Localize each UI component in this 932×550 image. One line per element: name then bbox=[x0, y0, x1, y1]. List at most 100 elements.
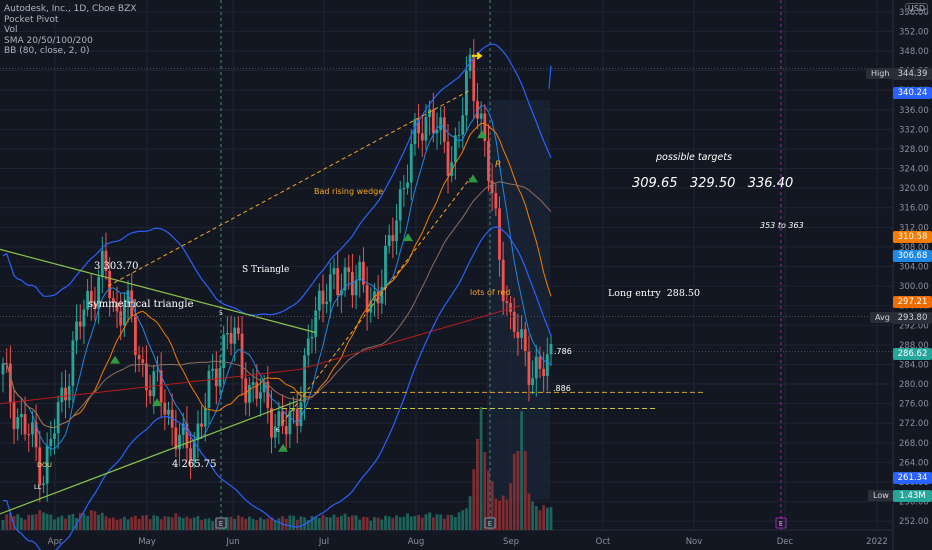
candle-body bbox=[56, 402, 60, 434]
volume-bar bbox=[527, 493, 531, 530]
candle-body bbox=[19, 414, 23, 418]
y-tick-label: 356.00 bbox=[899, 8, 929, 18]
candle-body bbox=[402, 188, 406, 190]
candle-body bbox=[479, 113, 483, 119]
price-tag-avg: 293.80 bbox=[893, 312, 932, 324]
volume-bar bbox=[207, 518, 211, 530]
candle-body bbox=[270, 407, 273, 438]
annotation-lots-of-red: lots of red bbox=[470, 288, 511, 297]
candle-body bbox=[49, 438, 53, 446]
candle-body bbox=[222, 334, 226, 369]
volume-bar bbox=[203, 518, 207, 530]
candle-body bbox=[288, 411, 292, 435]
volume-bar bbox=[362, 516, 365, 530]
wedge-upper-line bbox=[107, 89, 471, 287]
candle-body bbox=[159, 370, 163, 403]
candle-body bbox=[211, 368, 215, 371]
candle-body bbox=[23, 414, 27, 435]
volume-bar bbox=[476, 438, 479, 530]
volume-bar bbox=[49, 514, 53, 530]
candle-body bbox=[64, 387, 67, 401]
y-tick-label: 272.00 bbox=[899, 419, 929, 429]
x-tick-label: Sep bbox=[503, 537, 519, 547]
volume-bar bbox=[119, 518, 123, 530]
y-tick-label: 300.00 bbox=[899, 282, 929, 292]
y-tick-label: 288.00 bbox=[899, 341, 929, 351]
candle-body bbox=[409, 144, 413, 183]
annotation-symmetrical-triangle: symmetrical triangle bbox=[88, 299, 194, 310]
price-tag-sma-blue: 306.68 bbox=[893, 250, 932, 262]
volume-bar bbox=[457, 512, 461, 530]
candle-body bbox=[343, 267, 347, 291]
candle-body bbox=[225, 332, 229, 335]
volume-bar bbox=[439, 514, 443, 530]
volume-bar bbox=[310, 516, 314, 530]
candle-body bbox=[472, 54, 476, 101]
pocket-pivot-marker bbox=[110, 355, 120, 364]
x-tick-label: Nov bbox=[686, 537, 703, 547]
candle-body bbox=[167, 409, 170, 415]
y-tick-label: 312.00 bbox=[899, 223, 929, 233]
currency-label[interactable]: USD bbox=[904, 3, 928, 14]
candle-body bbox=[483, 113, 487, 142]
volume-bar bbox=[479, 406, 483, 530]
volume-bar bbox=[255, 519, 259, 530]
volume-bar bbox=[395, 515, 398, 530]
candle-body bbox=[248, 385, 251, 403]
volume-bar bbox=[376, 517, 380, 530]
volume-bar bbox=[358, 519, 362, 530]
volume-bar bbox=[281, 516, 284, 530]
volume-bar bbox=[130, 517, 134, 530]
volume-bar bbox=[170, 517, 174, 530]
volume-bar bbox=[236, 515, 240, 530]
volume-bar bbox=[494, 498, 498, 530]
volume-bar bbox=[314, 516, 318, 530]
volume-bar bbox=[1, 519, 5, 530]
annotation-rising-wedge: Bad rising wedge bbox=[314, 187, 384, 196]
candle-body bbox=[78, 321, 82, 327]
volume-bar bbox=[64, 518, 67, 530]
x-tick-label: Dec bbox=[777, 537, 794, 547]
candle-body bbox=[384, 245, 387, 288]
volume-bar bbox=[225, 516, 229, 530]
y-tick-label: 348.00 bbox=[899, 47, 929, 57]
volume-bar bbox=[93, 511, 97, 530]
y-tick-label: 268.00 bbox=[899, 439, 929, 449]
volume-bar bbox=[465, 508, 468, 530]
candle-body bbox=[236, 327, 240, 334]
volume-bar bbox=[156, 516, 159, 530]
candle-body bbox=[82, 309, 86, 327]
x-tick-label: Oct bbox=[596, 537, 611, 547]
candle-body bbox=[122, 304, 126, 326]
candle-body bbox=[218, 368, 222, 387]
candle-body bbox=[350, 271, 354, 296]
price-tag-last: 286.62 bbox=[893, 348, 932, 360]
candle-body bbox=[520, 329, 523, 338]
candle-body bbox=[531, 378, 535, 386]
candle-body bbox=[67, 386, 71, 401]
y-tick-label: 324.00 bbox=[899, 165, 929, 175]
candle-body bbox=[395, 220, 398, 242]
candle-body bbox=[387, 235, 391, 246]
candle-body bbox=[97, 276, 101, 310]
earnings-marker bbox=[484, 517, 496, 529]
candle-body bbox=[461, 115, 465, 135]
volume-bar bbox=[450, 514, 454, 530]
candle-body bbox=[156, 370, 159, 372]
volume-bar bbox=[86, 515, 89, 530]
volume-bar bbox=[137, 518, 141, 530]
volume-bar bbox=[531, 501, 535, 530]
legend-line-pocket-pivot: Pocket Pivot bbox=[4, 14, 59, 25]
volume-bar bbox=[339, 515, 343, 530]
sma-200-line bbox=[0, 305, 521, 405]
x-tick-label: Apr bbox=[48, 537, 63, 547]
volume-bar bbox=[27, 514, 31, 530]
y-tick-label: 276.00 bbox=[899, 400, 929, 410]
volume-bar bbox=[505, 499, 509, 530]
volume-bar bbox=[42, 512, 45, 530]
volume-bar bbox=[420, 517, 424, 530]
candle-body bbox=[376, 291, 380, 304]
volume-bar bbox=[277, 518, 281, 530]
candle-body bbox=[255, 382, 259, 399]
